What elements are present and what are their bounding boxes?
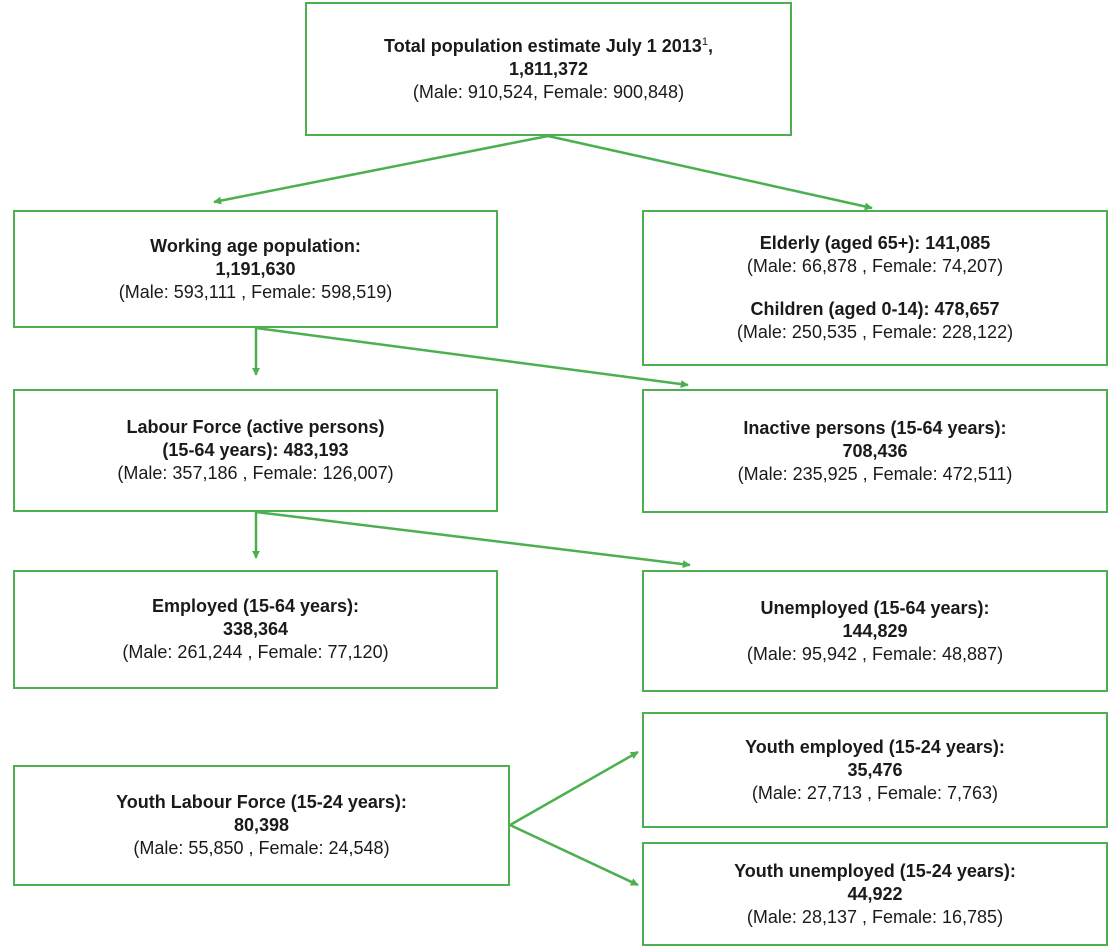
node-youth-unemployed-value: 44,922	[847, 883, 903, 904]
node-employed-title: Employed (15-64 years):	[151, 596, 360, 616]
node-employed: Employed (15-64 years): 338,364 (Male: 2…	[13, 570, 498, 689]
node-total-breakdown: (Male: 910,524, Female: 900,848)	[412, 81, 685, 102]
node-unemployed-value: 144,829	[842, 620, 908, 641]
node-total-population: Total population estimate July 1 20131, …	[305, 2, 792, 136]
node-labour-force-value: (15-64 years): 483,193	[162, 440, 349, 460]
node-labour-force-title: Labour Force (active persons)	[126, 417, 385, 437]
node-working-age-value: 1,191,630	[215, 258, 296, 279]
arrow-total-to-working-age	[213, 134, 549, 205]
node-employed-breakdown: (Male: 261,244 , Female: 77,120)	[122, 642, 389, 662]
node-total-value: 1,811,372	[508, 58, 589, 79]
node-youth-unemployed-breakdown: (Male: 28,137 , Female: 16,785)	[746, 906, 1004, 927]
footnote-marker: 1	[701, 35, 708, 48]
node-inactive-title: Inactive persons (15-64 years):	[743, 417, 1007, 438]
node-labour-force-breakdown: (Male: 357,186 , Female: 126,007)	[117, 463, 394, 483]
node-inactive-persons: Inactive persons (15-64 years): 708,436 …	[642, 389, 1108, 513]
node-labour-force: Labour Force (active persons) (15-64 yea…	[13, 389, 498, 512]
node-unemployed-breakdown: (Male: 95,942 , Female: 48,887)	[746, 643, 1004, 664]
node-total-title: Total population estimate July 1 2013	[384, 35, 702, 56]
node-youth-unemployed: Youth unemployed (15-24 years): 44,922 (…	[642, 842, 1108, 946]
node-children-breakdown: (Male: 250,535 , Female: 228,122)	[736, 322, 1014, 342]
node-elderly-children: Elderly (aged 65+): 141,085 (Male: 66,87…	[642, 210, 1108, 366]
node-youth-unemployed-title: Youth unemployed (15-24 years):	[734, 860, 1016, 881]
arrow-working-age-to-inactive	[255, 326, 689, 389]
arrow-youth-to-youth-unemployed	[509, 823, 639, 887]
node-unemployed-title: Unemployed (15-64 years):	[760, 597, 990, 618]
node-employed-value: 338,364	[222, 619, 289, 639]
node-working-age-title: Working age population:	[150, 235, 361, 256]
node-youth-employed: Youth employed (15-24 years): 35,476 (Ma…	[642, 712, 1108, 828]
arrow-labour-force-to-unemployed	[255, 510, 691, 569]
node-unemployed: Unemployed (15-64 years): 144,829 (Male:…	[642, 570, 1108, 692]
node-working-age-breakdown: (Male: 593,111 , Female: 598,519)	[118, 281, 393, 302]
node-youth-employed-value: 35,476	[847, 759, 903, 780]
node-elderly-title: Elderly (aged 65+): 141,085	[759, 233, 991, 253]
node-youth-labour-force: Youth Labour Force (15-24 years): 80,398…	[13, 765, 510, 886]
node-total-title-suffix: ,	[707, 35, 713, 56]
node-youth-employed-breakdown: (Male: 27,713 , Female: 7,763)	[751, 782, 999, 803]
node-youth-labour-force-breakdown: (Male: 55,850 , Female: 24,548)	[133, 838, 390, 858]
arrow-total-to-elderly-children	[547, 134, 873, 211]
node-youth-employed-title: Youth employed (15-24 years):	[745, 736, 1005, 757]
node-inactive-value: 708,436	[842, 440, 908, 461]
node-children-title: Children (aged 0-14): 478,657	[750, 299, 1000, 319]
node-working-age-population: Working age population: 1,191,630 (Male:…	[13, 210, 498, 328]
node-youth-labour-force-title: Youth Labour Force (15-24 years):	[116, 792, 407, 812]
node-youth-labour-force-value: 80,398	[233, 815, 290, 835]
node-elderly-breakdown: (Male: 66,878 , Female: 74,207)	[746, 256, 1004, 276]
node-inactive-breakdown: (Male: 235,925 , Female: 472,511)	[737, 463, 1013, 484]
arrow-youth-to-youth-employed	[509, 750, 639, 827]
